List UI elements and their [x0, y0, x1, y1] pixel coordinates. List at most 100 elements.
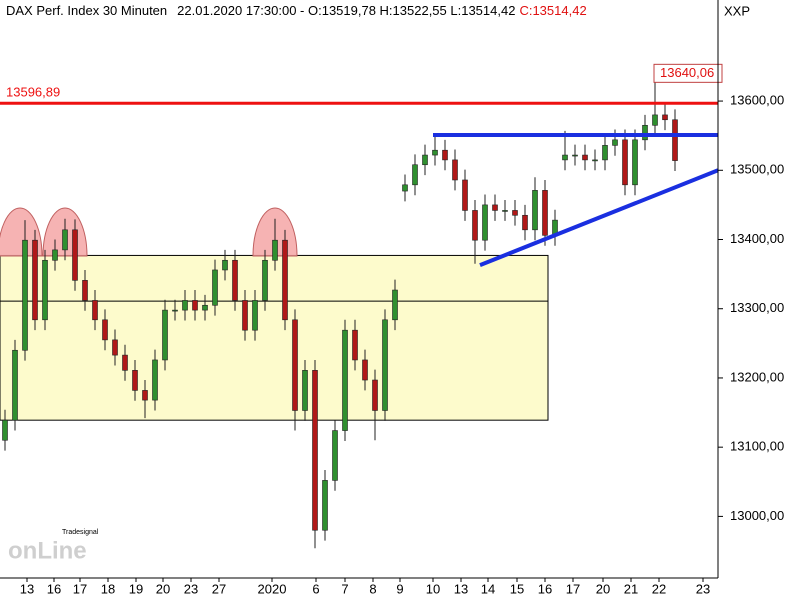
peak-label-box: [653, 63, 723, 83]
candle-body: [302, 370, 308, 411]
candle-body: [32, 239, 38, 321]
level-label: 13596,89: [6, 85, 60, 100]
y-tick-label: 13000,00: [730, 508, 784, 523]
candle-body: [282, 239, 288, 321]
x-tick-label: 16: [47, 581, 61, 596]
candle-body: [62, 229, 68, 251]
x-tick-label: 10: [426, 581, 440, 596]
candle-body: [512, 210, 518, 216]
header: DAX Perf. Index 30 Minuten 22.01.2020 17:…: [6, 3, 587, 18]
candle-body: [562, 154, 568, 161]
y-tick-label: 13200,00: [730, 369, 784, 384]
x-tick-label: 13: [454, 581, 468, 596]
support-line: [479, 168, 719, 267]
candle-body: [142, 390, 148, 401]
candle-body: [502, 210, 508, 212]
candle-body: [122, 354, 128, 371]
candle-body: [672, 119, 678, 161]
candle-body: [422, 154, 428, 166]
x-tick-label: 23: [696, 581, 710, 596]
candle-body: [262, 259, 268, 301]
candle-body: [212, 269, 218, 306]
candle-body: [222, 259, 228, 271]
candle-body: [272, 239, 278, 261]
candle-body: [162, 309, 168, 361]
candle-body: [442, 149, 448, 161]
candle-body: [612, 139, 618, 146]
x-tick-label: 13: [20, 581, 34, 596]
x-tick-label: 17: [73, 581, 87, 596]
header-info: 22.01.2020 17:30:00 - O:13519,78 H:13522…: [177, 3, 515, 18]
candle-body: [202, 304, 208, 311]
x-tick-label: 19: [129, 581, 143, 596]
candle-body: [472, 210, 478, 241]
candle-body: [322, 480, 328, 531]
candle-body: [242, 300, 248, 331]
candle-body: [452, 159, 458, 181]
chart-title: DAX Perf. Index 30 Minuten: [6, 3, 167, 18]
candle-body: [522, 214, 528, 231]
close-label: C:13514,42: [519, 3, 586, 18]
candle-body: [172, 309, 178, 312]
candle-body: [152, 359, 158, 401]
candle-body: [332, 430, 338, 481]
x-tick-label: 7: [341, 581, 348, 596]
candle-body: [572, 154, 578, 157]
candle-body: [192, 300, 198, 311]
candle-body: [642, 124, 648, 141]
candle-body: [42, 259, 48, 321]
foreground-layer: 13000,00 13100,00 13200,00 13300,00 13400,00…: [0, 63, 784, 596]
x-tick-label: 20: [156, 581, 170, 596]
candle-body: [292, 319, 298, 411]
x-tick-label: 27: [212, 581, 226, 596]
y-tick-label: 13100,00: [730, 439, 784, 454]
candle-body: [82, 280, 88, 301]
candle-body: [462, 179, 468, 211]
candle-body: [252, 300, 258, 331]
x-tick-label: 20: [596, 581, 610, 596]
candle-body: [542, 190, 548, 236]
tops: [0, 207, 298, 257]
x-tick-label: 14: [481, 581, 495, 596]
x-tick-label: 9: [396, 581, 403, 596]
candle-body: [72, 229, 78, 281]
candle-body: [342, 329, 348, 431]
x-tick-label: 23: [184, 581, 198, 596]
candle-body: [12, 349, 18, 421]
candle-body: [392, 289, 398, 321]
watermark: onLine: [8, 537, 87, 564]
candle-body: [362, 359, 368, 381]
candle-body: [622, 139, 628, 186]
candle-body: [22, 239, 28, 351]
watermark-small: Tradesignal: [62, 529, 99, 536]
candle-body: [482, 204, 488, 241]
x-tick-label: 8: [369, 581, 376, 596]
candle-body: [352, 329, 358, 361]
x-tick-label: 17: [566, 581, 580, 596]
candle-body: [132, 370, 138, 391]
x-tick-label: 18: [101, 581, 115, 596]
peak-label: 13640,06: [660, 65, 714, 80]
candle-body: [492, 204, 498, 211]
candle-body: [412, 164, 418, 186]
x-tick-label: 15: [510, 581, 524, 596]
x-tick-label: 16: [538, 581, 552, 596]
candle-body: [602, 145, 608, 161]
candle-body: [632, 139, 638, 186]
candle-body: [2, 419, 8, 441]
y-tick-label: 13400,00: [730, 231, 784, 246]
y-tick-label: 13300,00: [730, 300, 784, 315]
candle-body: [662, 114, 668, 121]
candle-body: [232, 259, 238, 301]
candle-body: [592, 159, 598, 162]
top-marker: [0, 207, 43, 257]
candle-body: [532, 190, 538, 231]
symbol: XXP: [724, 3, 750, 18]
y-tick-label: 13600,00: [730, 93, 784, 108]
x-tick-label: 6: [312, 581, 319, 596]
background-layer: [0, 254, 549, 421]
candle-body: [92, 300, 98, 321]
x-tick-label: 2020: [258, 581, 287, 596]
candle-body: [102, 319, 108, 341]
